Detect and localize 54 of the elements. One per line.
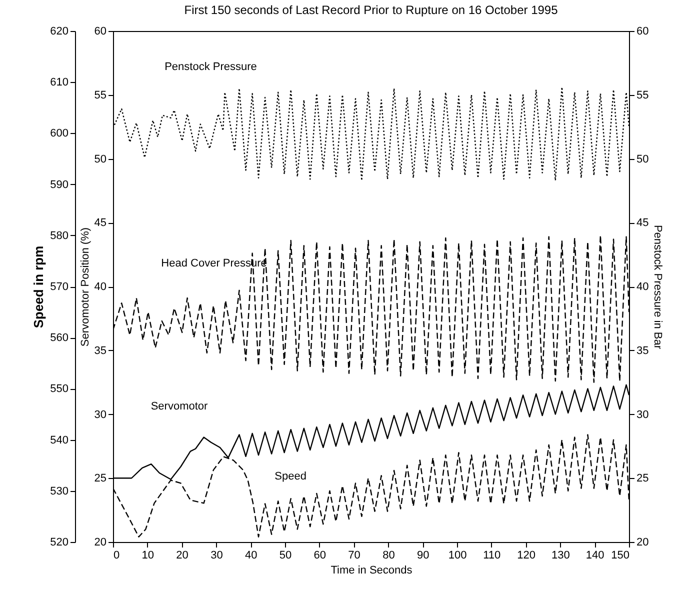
y3-axis-title: Servomotor Position (%) — [79, 227, 92, 347]
y-tick-label: 620 — [50, 26, 68, 38]
x-tick-label: 140 — [586, 550, 604, 562]
x-tick-label: 130 — [552, 550, 570, 562]
series-label: Speed — [274, 470, 306, 483]
x-axis-title: Time in Seconds — [330, 564, 413, 576]
y2-tick-label: 50 — [636, 153, 649, 166]
y3-tick-label: 20 — [94, 536, 106, 548]
x-tick-label: 0 — [114, 550, 120, 562]
y2-axis-title: Penstock Pressure in Bar — [652, 224, 664, 350]
y2-tick-label: 45 — [636, 217, 649, 230]
y-tick-label: 520 — [50, 536, 68, 548]
y3-tick-label: 60 — [94, 26, 106, 38]
y3-tick-label: 25 — [94, 472, 106, 485]
y-tick-label: 560 — [50, 332, 68, 344]
y-tick-label: 540 — [50, 434, 68, 446]
y3-tick-label: 30 — [94, 408, 106, 421]
x-tick-label: 30 — [210, 550, 223, 562]
x-tick-label: 10 — [142, 550, 154, 562]
y2-tick-label: 30 — [636, 408, 649, 421]
x-tick-label: 40 — [244, 550, 258, 562]
x-tick-label: 100 — [448, 550, 467, 562]
y2-tick-label: 35 — [636, 344, 649, 357]
y-axis-title: Speed in rpm — [31, 246, 46, 328]
y3-tick-label: 55 — [94, 89, 106, 102]
y2-tick-label: 60 — [636, 26, 649, 38]
y2-tick-label: 40 — [636, 281, 649, 293]
y2-tick-label: 20 — [636, 536, 649, 548]
x-tick-label: 70 — [348, 550, 360, 562]
chart-title: First 150 seconds of Last Record Prior to Rupture on 16 October 1995 — [184, 3, 558, 17]
y-tick-label: 530 — [50, 485, 68, 498]
y-tick-label: 550 — [50, 383, 68, 396]
y3-tick-label: 50 — [94, 153, 106, 166]
y-tick-label: 570 — [50, 281, 68, 293]
x-tick-label: 60 — [314, 550, 326, 562]
x-tick-label: 90 — [416, 550, 430, 562]
x-tick-label: 120 — [517, 550, 536, 562]
x-tick-label: 20 — [176, 550, 188, 562]
x-tick-label: 110 — [483, 550, 501, 562]
y-tick-label: 580 — [50, 230, 68, 242]
y-tick-label: 610 — [50, 76, 68, 89]
y3-tick-label: 35 — [94, 344, 106, 357]
y3-tick-label: 40 — [94, 281, 106, 293]
y-tick-label: 590 — [50, 178, 68, 191]
text: Servomotor — [150, 400, 208, 413]
line-series — [113, 86, 629, 182]
y2-tick-label: 25 — [636, 472, 649, 485]
y3-tick-label: 45 — [94, 217, 106, 230]
x-tick-label: 80 — [382, 550, 395, 562]
x-tick-label: 150 — [611, 550, 630, 562]
y-tick-label: 600 — [50, 128, 68, 140]
y2-tick-label: 55 — [636, 89, 649, 102]
x-tick-label: 50 — [279, 550, 292, 562]
series-label: Penstock Pressure — [164, 60, 257, 73]
